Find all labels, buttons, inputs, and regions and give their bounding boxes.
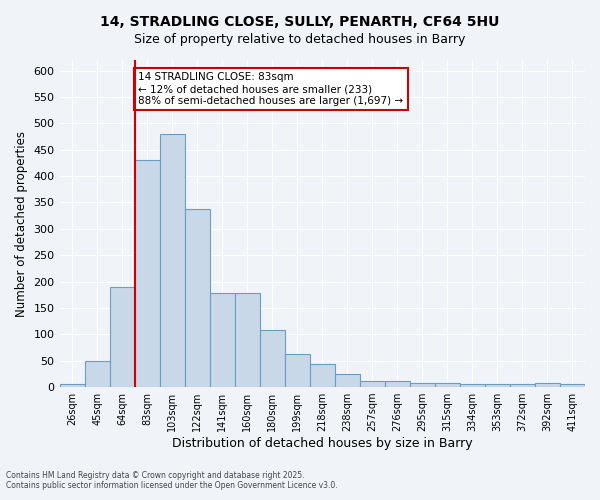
Text: Size of property relative to detached houses in Barry: Size of property relative to detached ho… bbox=[134, 32, 466, 46]
Bar bbox=[160, 134, 185, 387]
Text: 14 STRADLING CLOSE: 83sqm
← 12% of detached houses are smaller (233)
88% of semi: 14 STRADLING CLOSE: 83sqm ← 12% of detac… bbox=[139, 72, 403, 106]
Bar bbox=[435, 383, 460, 387]
Text: 14, STRADLING CLOSE, SULLY, PENARTH, CF64 5HU: 14, STRADLING CLOSE, SULLY, PENARTH, CF6… bbox=[100, 15, 500, 29]
Bar bbox=[510, 384, 535, 387]
Bar bbox=[110, 287, 134, 387]
Bar bbox=[134, 160, 160, 387]
Bar bbox=[460, 384, 485, 387]
X-axis label: Distribution of detached houses by size in Barry: Distribution of detached houses by size … bbox=[172, 437, 473, 450]
Bar bbox=[235, 293, 260, 387]
Bar bbox=[209, 293, 235, 387]
Bar bbox=[59, 384, 85, 387]
Bar bbox=[535, 383, 560, 387]
Bar bbox=[385, 382, 410, 387]
Bar bbox=[260, 330, 285, 387]
Bar bbox=[560, 384, 585, 387]
Bar bbox=[310, 364, 335, 387]
Bar bbox=[185, 210, 209, 387]
Bar bbox=[85, 360, 110, 387]
Bar bbox=[410, 383, 435, 387]
Y-axis label: Number of detached properties: Number of detached properties bbox=[15, 130, 28, 316]
Bar bbox=[285, 354, 310, 387]
Text: Contains HM Land Registry data © Crown copyright and database right 2025.
Contai: Contains HM Land Registry data © Crown c… bbox=[6, 470, 338, 490]
Bar bbox=[485, 384, 510, 387]
Bar bbox=[335, 374, 360, 387]
Bar bbox=[360, 382, 385, 387]
